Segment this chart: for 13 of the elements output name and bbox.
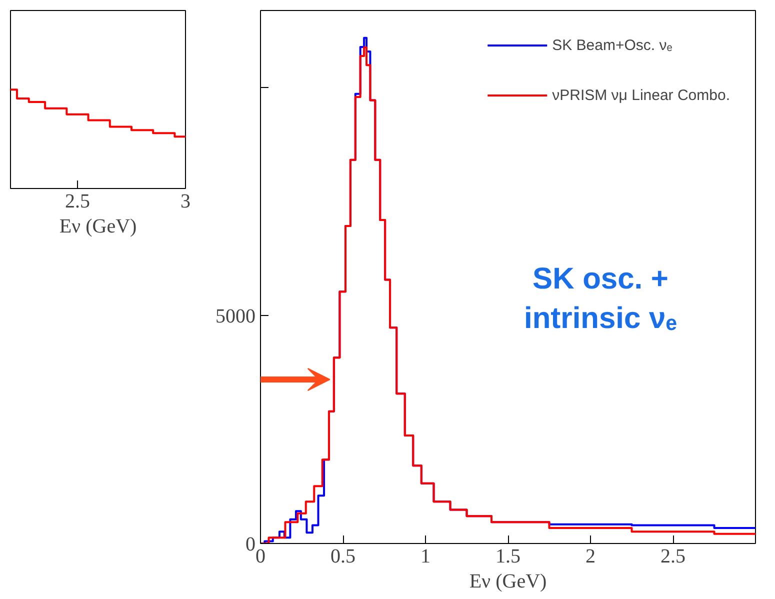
x-tick-label: 3	[180, 190, 190, 212]
x-tick-label: 1.5	[496, 546, 520, 568]
y-tick-label: 5000	[216, 306, 256, 328]
x-tick-label: 2.5	[660, 546, 686, 568]
legend-label: νPRISM νμ Linear Combo.	[552, 86, 730, 104]
x-tick-label: 1	[420, 546, 430, 568]
annotation: SK osc. + intrinsic νₑ	[524, 262, 678, 336]
x-axis-title: Eν (GeV)	[59, 216, 137, 238]
x-tick-label: 2	[586, 546, 596, 568]
x-tick-label: 0.5	[330, 546, 356, 568]
legend-label: SK Beam+Osc. νₑ	[552, 36, 672, 54]
x-tick-label: 2.5	[64, 190, 90, 212]
x-axis-title: Eν (GeV)	[469, 570, 547, 592]
